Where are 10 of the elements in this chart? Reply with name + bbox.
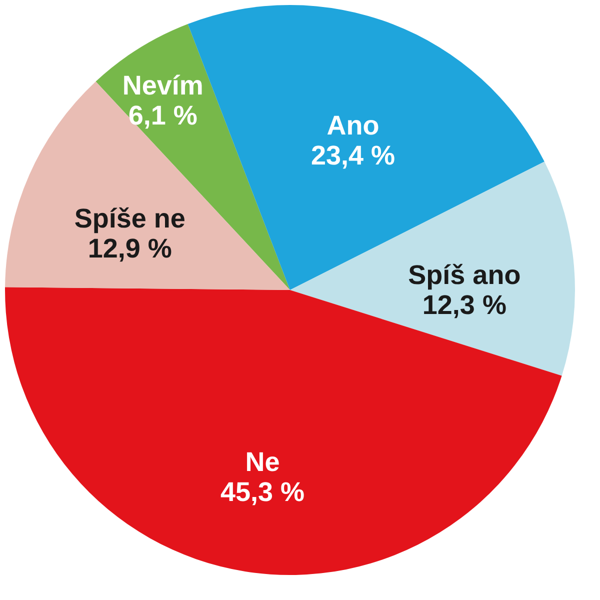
data-label: 6,1 % [128, 100, 198, 130]
slice-label: Spíše ne [74, 203, 186, 234]
slice-label: Spíš ano [408, 260, 521, 290]
slice-label: Ano [326, 110, 380, 141]
data-label: 23,4 % [310, 140, 396, 171]
slice-label: Ne [245, 446, 280, 477]
data-label: 45,3 % [220, 476, 305, 507]
data-label: 12,9 % [88, 233, 172, 264]
slice-label: Nevím [122, 70, 204, 100]
data-label: 12,3 % [422, 290, 506, 320]
